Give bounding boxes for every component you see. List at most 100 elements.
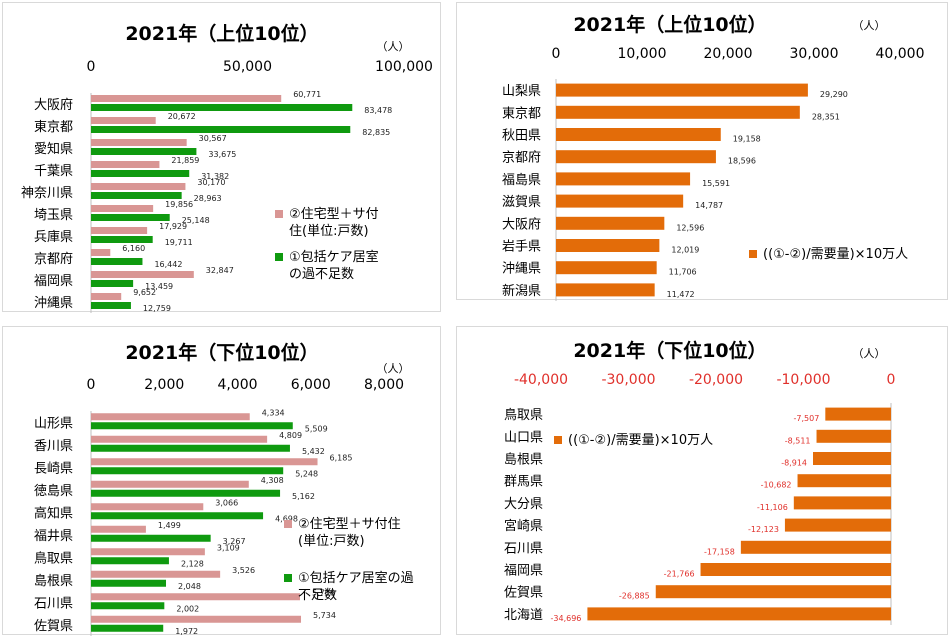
chart-title: 2021年（下位10位） <box>573 339 766 362</box>
bar-ratio <box>740 540 891 554</box>
x-tick-label: -40,000 <box>514 372 568 388</box>
bar-care-room <box>91 302 131 309</box>
data-label: 19,158 <box>733 135 761 144</box>
data-label: 12,019 <box>671 246 699 255</box>
bar-care-room <box>91 534 211 542</box>
bar-care-room <box>91 624 164 632</box>
category-label: 高知県 <box>34 505 73 521</box>
category-label: 京都府 <box>34 252 73 267</box>
data-label: 2,002 <box>176 604 199 613</box>
legend-marker <box>554 436 562 444</box>
category-label: 佐賀県 <box>504 586 543 601</box>
data-label: 4,308 <box>261 476 284 485</box>
data-label: -12,123 <box>748 525 779 534</box>
unit-label: （人） <box>377 40 410 53</box>
bar-ratio <box>556 105 800 119</box>
bar-housing <box>91 249 111 256</box>
legend-text: ①包括ケア居室 <box>289 249 379 265</box>
category-label: 福岡県 <box>504 564 543 579</box>
bar-ratio <box>700 563 891 576</box>
bar-housing <box>91 205 154 212</box>
chart-panel-bottom-ranking-ratio: 2021年（下位10位） （人） -40,000 -30,000 -20,000 -10,… <box>456 326 948 635</box>
bar-care-room <box>91 236 153 243</box>
category-label: 福島県 <box>502 173 541 188</box>
x-tick-label: 6,000 <box>291 377 331 393</box>
bar-care-room <box>91 579 167 587</box>
bar-care-room <box>91 557 169 565</box>
bar-care-room <box>91 126 351 133</box>
legend-marker <box>275 210 283 218</box>
legend-text: 住(単位:戸数) <box>289 223 369 239</box>
bar-housing <box>91 183 186 190</box>
chart-svg-top-ranking-housing: 2021年（上位10位） （人） 0 50,000 100,000 大阪府 60,771 83… <box>21 22 433 313</box>
legend-marker <box>749 250 757 258</box>
bar-housing <box>91 293 122 300</box>
chart-panel-top-ranking-housing: 2021年（上位10位） （人） 0 50,000 100,000 大阪府 60,771 83… <box>2 2 441 313</box>
x-tick-label: -20,000 <box>689 372 743 388</box>
legend-text: (単位:戸数) <box>298 533 365 549</box>
data-label: 6,160 <box>122 244 145 253</box>
data-label: 16,442 <box>154 260 182 269</box>
data-label: 5,248 <box>295 469 318 478</box>
data-label: 83,478 <box>364 106 392 115</box>
data-label: 9,652 <box>133 288 156 297</box>
bar-housing <box>91 227 148 234</box>
bar-care-room <box>91 104 353 111</box>
data-label: 4,809 <box>279 431 302 440</box>
x-tick-label: 0 <box>87 377 96 393</box>
x-tick-label: 10,000 <box>618 46 667 62</box>
bar-care-room <box>91 280 134 287</box>
chart-title: 2021年（下位10位） <box>125 341 318 364</box>
legend-text: ①包括ケア居室の過 <box>298 570 414 586</box>
category-label: 鳥取県 <box>34 551 73 566</box>
legend-text: ((①-②)/需要量)×10万人 <box>568 433 713 448</box>
chart-svg-bottom-ranking-housing: 2021年（下位10位） （人） 0 2,000 4,000 6,000 8,000 山形県 4… <box>34 341 414 636</box>
bar-care-room <box>91 602 165 610</box>
category-label: 石川県 <box>34 596 73 611</box>
category-label: 長崎県 <box>34 461 73 476</box>
bar-ratio <box>556 83 808 97</box>
data-label: 25,148 <box>182 216 210 225</box>
unit-label: （人） <box>853 19 886 32</box>
bar-housing <box>91 480 249 488</box>
bar-housing <box>91 435 268 443</box>
data-label: 60,771 <box>293 90 321 99</box>
data-label: 28,963 <box>194 194 222 203</box>
bar-ratio <box>556 261 657 275</box>
category-label: 宮崎県 <box>504 518 543 534</box>
data-label: 31,382 <box>201 172 229 181</box>
legend-text: ②住宅型＋サ付住 <box>298 517 401 532</box>
data-label: 20,672 <box>168 112 196 121</box>
bar-ratio <box>556 194 684 208</box>
data-label: 30,170 <box>197 178 225 187</box>
data-label: 13,459 <box>145 282 173 291</box>
bar-care-room <box>91 467 284 475</box>
unit-label: （人） <box>853 347 886 360</box>
legend-text: ((①-②)/需要量)×10万人 <box>763 247 908 262</box>
chart-title: 2021年（上位10位） <box>573 13 766 36</box>
bar-housing <box>91 95 282 102</box>
x-tick-label: 100,000 <box>375 59 433 75</box>
bar-housing <box>91 570 221 578</box>
category-label: 福井県 <box>34 529 73 544</box>
bar-ratio <box>556 283 655 297</box>
bar-ratio <box>813 452 891 465</box>
category-label: 山形県 <box>34 416 73 431</box>
x-tick-label: 4,000 <box>217 377 257 393</box>
x-tick-label: -30,000 <box>601 372 655 388</box>
category-label: 兵庫県 <box>34 230 73 245</box>
bar-ratio <box>655 585 891 599</box>
bar-housing <box>91 139 187 146</box>
bar-ratio <box>784 518 891 532</box>
data-label: -10,682 <box>761 481 792 490</box>
data-label: 2,048 <box>178 582 201 591</box>
data-label: -11,106 <box>757 503 788 512</box>
bar-care-room <box>91 422 293 430</box>
data-label: 12,596 <box>676 223 704 232</box>
data-label: 33,675 <box>208 150 236 159</box>
category-label: 鳥取県 <box>504 408 543 423</box>
bar-housing <box>91 458 318 466</box>
legend-marker <box>284 574 292 582</box>
x-tick-label: 0 <box>87 59 96 75</box>
data-label: -8,914 <box>781 459 807 468</box>
